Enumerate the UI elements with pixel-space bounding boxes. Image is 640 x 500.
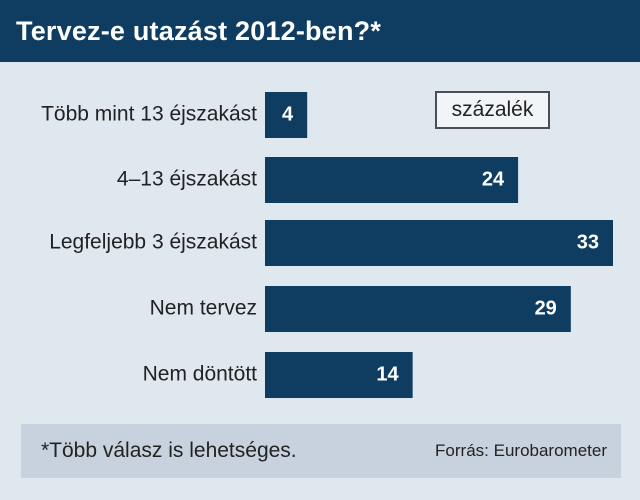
value-label: 29 (535, 297, 557, 319)
category-label: Több mint 13 éjszakást (41, 103, 257, 126)
category-label: Legfeljebb 3 éjszakást (49, 231, 257, 254)
category-label: Nem tervez (150, 297, 257, 320)
value-label: 4 (282, 103, 294, 125)
unit-label: százalék (451, 98, 534, 121)
category-label: Nem döntött (143, 363, 258, 386)
value-label: 24 (482, 168, 505, 190)
bar (265, 157, 519, 203)
value-label: 14 (376, 363, 399, 385)
chart-header: Tervez-e utazást 2012-ben?* (0, 0, 640, 62)
chart-title: Tervez-e utazást 2012-ben?* (16, 15, 382, 46)
bar (265, 286, 571, 332)
category-label: 4–13 éjszakást (117, 168, 257, 191)
footer-box: *Több válasz is lehetséges. Forrás: Euro… (21, 424, 621, 478)
bar (265, 220, 613, 266)
source-label: Forrás: Eurobarometer (435, 441, 607, 460)
footnote: *Több válasz is lehetséges. (41, 439, 297, 462)
unit-legend-box: százalék (435, 91, 550, 129)
bar (265, 352, 413, 398)
bar-chart: Több mint 13 éjszakást 4 4–13 éjszakást 24 L… (41, 92, 613, 398)
bar (265, 92, 308, 138)
value-label: 33 (577, 231, 599, 253)
